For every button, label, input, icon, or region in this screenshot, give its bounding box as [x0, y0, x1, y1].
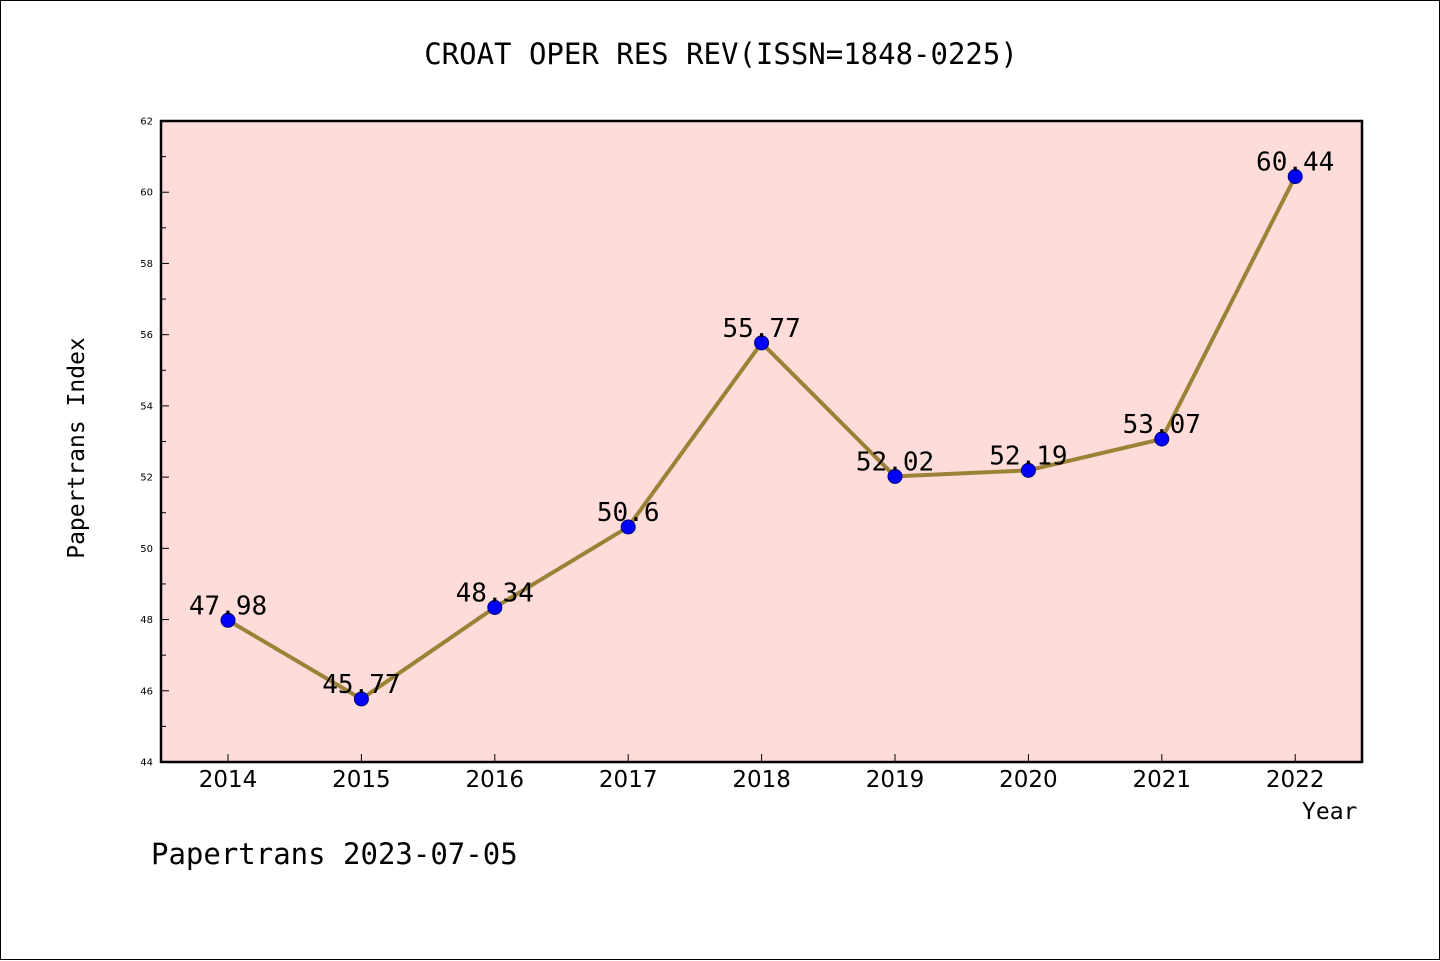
data-label: 53.07: [1123, 410, 1201, 440]
data-point: [1287, 169, 1303, 185]
y-tick-label: 56: [140, 330, 153, 341]
data-label: 52.02: [856, 447, 934, 477]
x-tick-label: 2016: [466, 767, 525, 793]
x-tick-label: 2021: [1133, 767, 1192, 793]
plot-area: [161, 121, 1362, 762]
data-label: 60.44: [1256, 148, 1334, 178]
data-label: 47.98: [189, 591, 267, 621]
y-tick-label: 52: [140, 473, 153, 484]
y-tick-label: 58: [140, 259, 153, 270]
x-tick-label: 2014: [199, 767, 258, 793]
plot-frame: [159, 119, 1364, 764]
data-point: [1154, 431, 1170, 447]
x-tick-label: 2019: [866, 767, 925, 793]
data-label: 52.19: [989, 441, 1067, 471]
data-label: 48.34: [456, 578, 534, 608]
x-tick-label: 2017: [599, 767, 658, 793]
data-label: 50.6: [597, 498, 660, 528]
data-point: [620, 519, 636, 535]
x-tick-label: 2018: [732, 767, 791, 793]
data-label: 45.77: [322, 670, 400, 700]
data-point: [353, 691, 369, 707]
y-tick-label: 48: [140, 615, 153, 626]
x-tick-label: 2022: [1266, 767, 1325, 793]
data-point: [754, 335, 770, 351]
footer-credit: Papertrans 2023-07-05: [151, 837, 518, 871]
x-tick-label: 2020: [999, 767, 1058, 793]
data-point: [220, 612, 236, 628]
chart-title: CROAT OPER RES REV(ISSN=1848-0225): [424, 37, 1018, 71]
data-label: 55.77: [722, 314, 800, 344]
y-tick-label: 44: [140, 758, 153, 769]
y-tick-label: 60: [140, 188, 153, 199]
y-tick-label: 46: [140, 686, 153, 697]
data-point: [887, 468, 903, 484]
data-point: [487, 599, 503, 615]
y-tick-label: 54: [140, 401, 153, 412]
y-tick-label: 62: [140, 117, 153, 128]
data-point: [1020, 462, 1036, 478]
y-tick-label: 50: [140, 544, 153, 555]
x-tick-label: 2015: [332, 767, 391, 793]
x-axis-label: Year: [1302, 799, 1358, 825]
